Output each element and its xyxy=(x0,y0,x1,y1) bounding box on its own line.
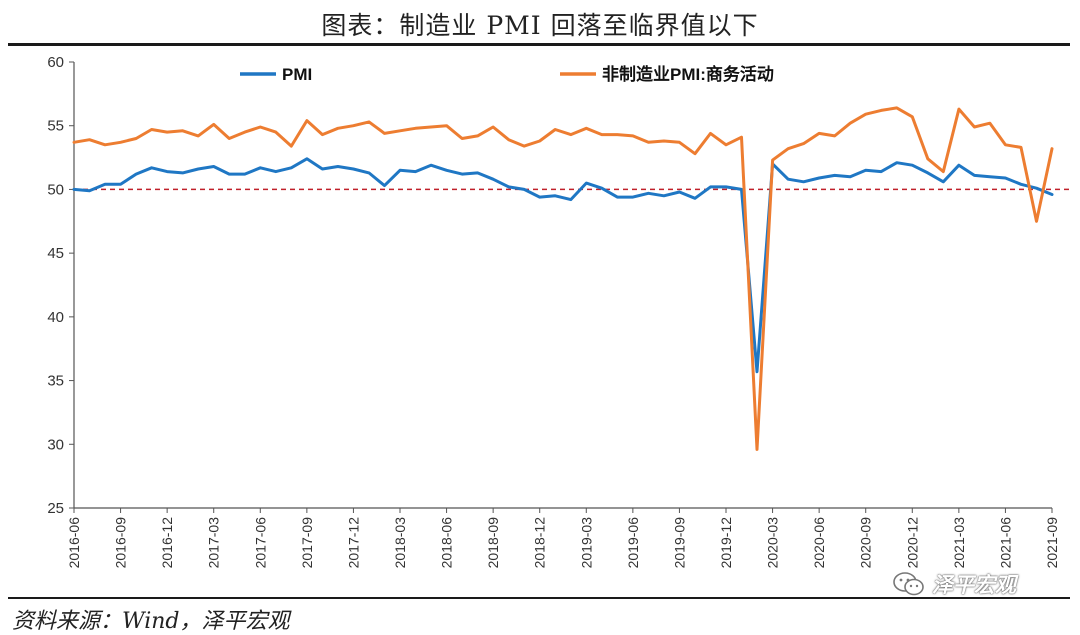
x-tick-label: 2016-06 xyxy=(66,517,82,569)
x-tick-label: 2020-09 xyxy=(858,517,874,569)
x-tick-label: 2020-12 xyxy=(904,517,920,569)
x-tick-label: 2017-03 xyxy=(206,517,222,569)
y-tick-label: 45 xyxy=(47,245,64,262)
line-chart: 25 30 35 40 45 50 55 60 2016-06 2016-09 2016-12 201… xyxy=(47,54,1070,569)
x-tick-label: 2017-06 xyxy=(252,517,268,569)
x-tick-label: 2019-09 xyxy=(671,517,687,569)
y-tick-label: 40 xyxy=(47,309,64,326)
x-tick-label: 2019-12 xyxy=(718,517,734,569)
page-title: 图表：制造业 PMI 回落至临界值以下 xyxy=(321,11,759,40)
x-tick-label: 2021-06 xyxy=(997,517,1013,569)
x-tick-label: 2016-12 xyxy=(159,517,175,569)
x-tick-label: 2017-09 xyxy=(299,517,315,569)
y-tick-label: 25 xyxy=(47,500,64,517)
x-tick-label: 2017-12 xyxy=(345,517,361,569)
chart-area: 25 30 35 40 45 50 55 60 2016-06 2016-09 2016-12 201… xyxy=(0,46,1080,598)
y-tick-label: 60 xyxy=(47,54,64,71)
y-tick-label: 35 xyxy=(47,373,64,390)
series-line-pmi xyxy=(72,157,1054,374)
y-tick-label: 30 xyxy=(47,436,64,453)
x-tick-label: 2020-03 xyxy=(765,517,781,569)
x-tick-label: 2021-09 xyxy=(1044,517,1060,569)
title-divider xyxy=(8,43,1070,46)
source-divider xyxy=(8,597,1070,599)
watermark-text: 泽平宏观 xyxy=(932,573,1016,597)
source-note: 资料来源：Wind，泽平宏观 xyxy=(12,609,290,634)
legend-label-non_manufacturing: 非制造业PMI:商务活动 xyxy=(602,64,774,84)
x-tick-label: 2021-03 xyxy=(951,517,967,569)
watermark: 泽平宏观 xyxy=(892,566,1062,602)
x-tick-label: 2016-09 xyxy=(113,517,129,569)
x-tick-label: 2019-03 xyxy=(578,517,594,569)
x-tick-label: 2019-06 xyxy=(625,517,641,569)
x-tick-label: 2020-06 xyxy=(811,517,827,569)
x-tick-label: 2018-03 xyxy=(392,517,408,569)
x-tick-label: 2018-09 xyxy=(485,517,501,569)
series-line-non_manufacturing xyxy=(72,106,1054,451)
wechat-icon xyxy=(893,572,924,596)
x-tick-label: 2018-12 xyxy=(532,517,548,569)
y-tick-label: 50 xyxy=(47,181,64,198)
x-tick-label: 2018-06 xyxy=(439,517,455,569)
y-tick-label: 55 xyxy=(47,118,64,135)
legend-label-pmi: PMI xyxy=(282,65,312,84)
